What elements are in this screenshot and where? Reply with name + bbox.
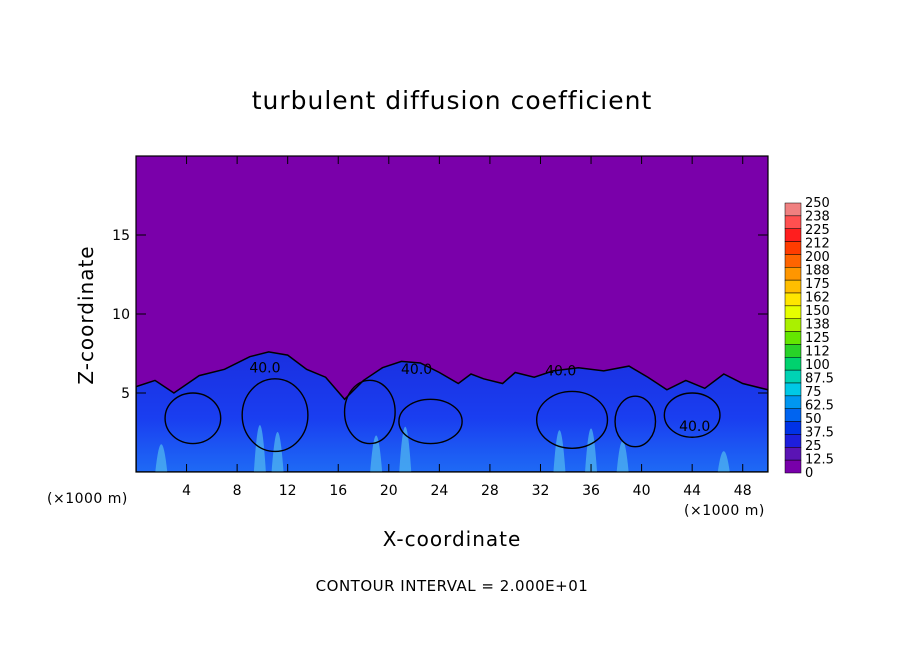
colorbar-swatch (784, 215, 802, 229)
contour-label: 40.0 (679, 419, 710, 435)
x-tick-label: 12 (279, 483, 297, 499)
x-tick-label: 8 (233, 483, 242, 499)
colorbar-label: 212 (805, 237, 830, 252)
colorbar-label: 138 (805, 318, 830, 333)
plume (253, 425, 266, 472)
plume (717, 451, 730, 472)
colorbar-label: 188 (805, 264, 830, 279)
colorbar-label: 12.5 (805, 453, 834, 468)
x-axis-label: X-coordinate (382, 527, 522, 551)
x-unit-label-right: (×1000 m) (684, 503, 765, 519)
contour-label: 40.0 (249, 360, 280, 376)
colorbar-label: 50 (805, 412, 822, 427)
colorbar-label: 100 (805, 358, 830, 373)
colorbar-label: 200 (805, 250, 830, 265)
x-tick-label: 48 (734, 483, 752, 499)
colorbar-swatch (784, 305, 802, 319)
colorbar-swatch (784, 421, 802, 435)
colorbar-swatch (784, 279, 802, 294)
colorbar-label: 162 (805, 291, 830, 306)
colorbar-swatch (784, 447, 802, 461)
plume (399, 426, 412, 472)
colorbar-swatch (784, 344, 802, 358)
diffusion-field: 40.0 40.0 40.0 40.0 (136, 351, 768, 472)
contour-label: 40.0 (545, 364, 576, 380)
eddy-contour (343, 379, 396, 445)
colorbar-swatch (784, 331, 802, 345)
colorbar-swatch (784, 202, 802, 217)
colorbar-swatch (784, 228, 802, 242)
colorbar-label: 87.5 (805, 372, 834, 387)
colorbar-label: 62.5 (805, 399, 834, 414)
colorbar: 2502382252122001881751621501381251121008… (784, 196, 834, 481)
colorbar-swatch (784, 408, 802, 422)
colorbar-swatch (784, 395, 802, 409)
colorbar-label: 238 (805, 210, 830, 225)
x-tick-label: 36 (582, 483, 600, 499)
colorbar-label: 75 (805, 385, 822, 400)
colorbar-swatch (784, 459, 802, 474)
eddy-contour (614, 395, 657, 448)
x-tick-label: 32 (532, 483, 550, 499)
colorbar-label: 0 (805, 466, 813, 481)
plume (553, 430, 566, 472)
eddy-contour (663, 392, 721, 438)
colorbar-label: 125 (805, 331, 830, 346)
y-tick-label: 5 (121, 386, 130, 402)
plume (155, 444, 168, 472)
colorbar-swatch (784, 369, 802, 384)
eddy-contour (398, 398, 463, 445)
x-tick-label: 16 (329, 483, 347, 499)
colorbar-label: 250 (805, 196, 830, 211)
x-tick-label: 40 (633, 483, 651, 499)
x-tick-label: 20 (380, 483, 398, 499)
x-tick-label: 44 (683, 483, 701, 499)
colorbar-swatch (784, 241, 802, 255)
x-unit-label-left: (×1000 m) (47, 491, 128, 507)
plume (585, 428, 598, 472)
colorbar-swatch (784, 267, 802, 281)
colorbar-swatch (784, 357, 802, 371)
x-tick-label: 28 (481, 483, 499, 499)
colorbar-swatch (784, 318, 802, 332)
y-tick-label: 10 (112, 307, 130, 323)
plume (616, 440, 629, 472)
contour-interval-note: CONTOUR INTERVAL = 2.000E+01 (315, 577, 589, 595)
colorbar-label: 25 (805, 439, 822, 454)
colorbar-swatch (784, 382, 802, 397)
colorbar-swatch (784, 254, 802, 268)
colorbar-swatch (784, 434, 802, 448)
eddy-contour (241, 378, 309, 453)
plume (370, 435, 383, 472)
y-tick-label: 15 (112, 228, 130, 244)
colorbar-label: 112 (805, 345, 830, 360)
colorbar-label: 37.5 (805, 426, 834, 441)
x-tick-label: 24 (430, 483, 448, 499)
chart-title: turbulent diffusion coefficient (251, 86, 653, 115)
eddy-contour (535, 390, 609, 449)
turbulent-layer (136, 351, 768, 472)
contour-label: 40.0 (401, 362, 432, 378)
x-tick-label: 4 (182, 483, 191, 499)
colorbar-label: 175 (805, 277, 830, 292)
colorbar-label: 150 (805, 304, 830, 319)
colorbar-label: 225 (805, 223, 830, 238)
eddy-contour (164, 392, 222, 445)
colorbar-swatch (784, 292, 802, 307)
